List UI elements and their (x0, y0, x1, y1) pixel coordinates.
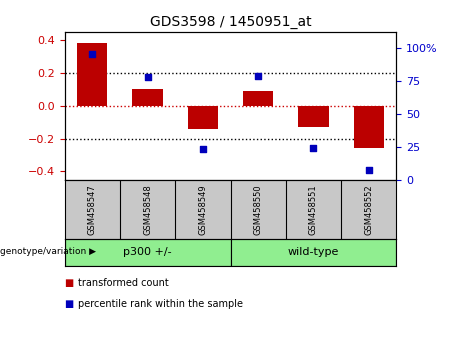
Text: p300 +/-: p300 +/- (123, 247, 172, 257)
Point (365, 167, 372, 173)
Text: genotype/variation ▶: genotype/variation ▶ (0, 247, 96, 256)
Point (89, 51, 96, 56)
Bar (132, 89, 163, 106)
Text: GSM458549: GSM458549 (198, 184, 207, 235)
Bar (77, 43, 107, 106)
Text: ■: ■ (65, 299, 74, 309)
Text: GSM458548: GSM458548 (143, 184, 152, 235)
Bar (243, 91, 273, 106)
Title: GDS3598 / 1450951_at: GDS3598 / 1450951_at (150, 16, 311, 29)
Text: GSM458550: GSM458550 (254, 184, 263, 235)
Bar (298, 106, 329, 127)
Bar (354, 106, 384, 148)
Point (144, 74, 151, 80)
Text: GSM458547: GSM458547 (88, 184, 97, 235)
Point (254, 73, 262, 79)
Text: wild-type: wild-type (288, 247, 339, 257)
Bar (188, 106, 218, 129)
Point (199, 147, 207, 152)
Bar (65, 239, 230, 266)
Bar (230, 239, 396, 266)
Text: transformed count: transformed count (78, 278, 169, 288)
Text: percentile rank within the sample: percentile rank within the sample (78, 299, 243, 309)
Point (310, 145, 317, 151)
Text: ■: ■ (65, 278, 74, 288)
Text: GSM458552: GSM458552 (364, 184, 373, 235)
Text: GSM458551: GSM458551 (309, 184, 318, 235)
